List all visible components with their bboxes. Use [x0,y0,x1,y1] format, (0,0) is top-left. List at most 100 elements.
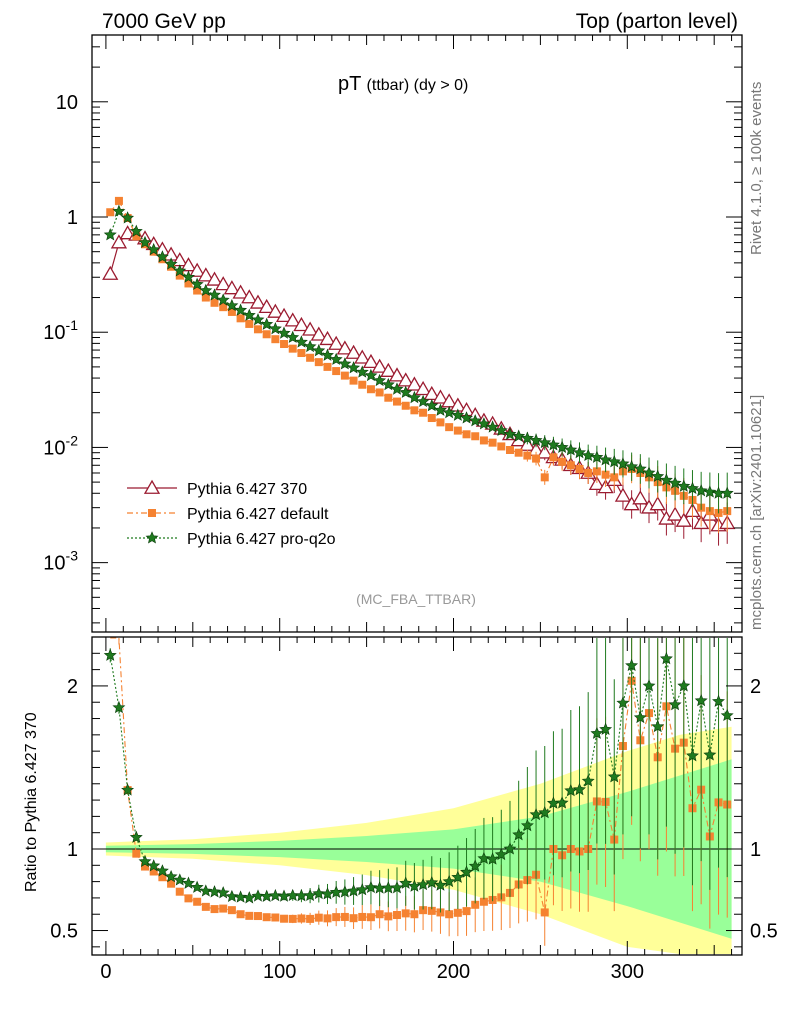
ratio-point [182,876,195,889]
data-point [390,382,404,395]
data-point [546,438,560,451]
data-point [236,314,245,323]
data-point [375,388,384,397]
data-point [312,344,326,357]
ratio-point [271,913,280,922]
ratio-point [129,830,143,843]
ratio-point [694,693,708,707]
legend-marker [148,509,156,517]
main-frame [91,34,743,633]
data-point [442,405,456,419]
data-point [471,432,480,441]
y-tick-label-exp: -3 [66,548,79,564]
data-point [445,423,454,432]
data-point [271,335,280,344]
ratio-tick-label-right: 2 [750,676,761,698]
data-point [319,330,336,346]
ratio-point [268,888,282,902]
y-tick-label: 10-2 [43,432,78,459]
data-point [494,423,508,437]
ratio-point [425,875,439,889]
data-point [275,307,293,323]
data-point [249,294,267,309]
data-point [558,457,567,466]
series-2 [103,204,734,514]
data-point [362,353,380,369]
data-point [164,257,178,270]
ratio-point [147,859,161,872]
ratio-tick-label-left: 1 [67,839,78,861]
data-point [284,312,301,327]
ratio-point [686,749,699,762]
ratio-point [234,890,248,903]
data-point [114,196,123,205]
ratio-point [201,902,210,911]
legend-label: Pythia 6.427 pro-q2o [187,531,336,548]
data-point [401,401,410,410]
ratio-point [288,914,297,923]
ratio-series-2 [103,638,734,913]
ratio-point [219,904,228,913]
data-point [675,512,692,527]
data-point [371,358,388,373]
ratio-point [590,726,604,739]
data-point [323,362,332,371]
x-tick-label: 300 [611,961,644,983]
data-point [267,303,284,318]
data-point [393,397,402,406]
ratio-point [332,913,341,922]
data-point [293,316,310,332]
ratio-point [442,874,456,888]
ratio-point [138,854,152,868]
ratio-point [184,894,193,903]
ratio-series-group [103,637,734,946]
data-point [199,283,213,297]
ratio-point [236,910,245,919]
data-point [245,319,254,328]
data-point [364,368,378,382]
data-point [512,429,526,442]
ratio-point [303,888,317,902]
data-point [536,444,553,459]
ratio-point [349,914,358,923]
ratio-point [529,807,543,821]
data-point [175,271,184,280]
ratio-point [540,908,549,917]
series-line [109,210,728,494]
data-point [486,420,500,433]
ratio-point [121,783,135,796]
ratio-point [364,880,378,894]
data-point [520,431,534,444]
ratio-point [355,883,369,896]
ratio-point [399,876,413,889]
ratio-point [712,694,725,707]
data-point [138,235,152,249]
data-point [297,349,306,358]
ratio-point [358,912,367,921]
ratio-point [607,770,621,783]
ratio-point [677,679,691,692]
data-point [588,475,606,491]
data-point [193,286,202,295]
ratio-point [468,859,482,872]
y-tick-label-exp: -1 [66,317,79,333]
data-point [288,344,297,353]
ratio-point [471,900,480,909]
ratio-point [375,910,384,919]
data-point [649,496,666,511]
ratio-frame [91,636,743,956]
data-point [677,479,691,492]
y-tick-label: 1 [67,207,78,229]
ratio-point [410,910,419,919]
ratio-point [242,891,256,904]
data-point [103,228,117,241]
data-point [468,414,482,427]
data-point [381,377,395,391]
y-tick-label-base: 10 [43,553,65,575]
plot-title: pT (ttbar) (dy > 0) [338,73,468,95]
legend-label: Pythia 6.427 default [187,506,329,523]
ratio-point [573,782,586,796]
data-point [223,280,241,295]
data-point [720,486,734,499]
data-point [460,411,473,424]
